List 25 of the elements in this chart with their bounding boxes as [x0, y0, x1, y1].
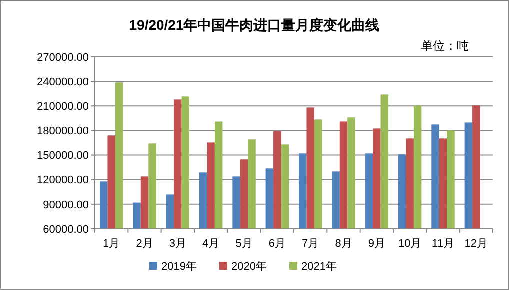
x-tick-label: 12月: [464, 238, 488, 250]
y-tick-label: 120000.00: [37, 174, 89, 187]
y-tick-label: 210000.00: [37, 100, 89, 113]
x-tick-label: 2月: [136, 238, 154, 250]
legend-label: 2020年: [232, 261, 267, 273]
x-tick-label: 4月: [202, 238, 220, 250]
y-tick-label: 240000.00: [37, 76, 89, 88]
x-tick-label: 8月: [335, 238, 352, 250]
y-tick-label: 180000.00: [37, 126, 89, 138]
x-tick-label: 10月: [398, 238, 422, 250]
x-tick-label: 5月: [236, 238, 253, 250]
legend-label: 2019年: [162, 261, 197, 273]
chart-title: 19/20/21年中国牛肉进口量月度变化曲线: [129, 17, 380, 33]
x-tick-label: 9月: [368, 238, 386, 250]
x-tick-label: 11月: [432, 238, 454, 250]
text: 单位：吨: [421, 39, 469, 53]
y-tick-label: 60000.00: [43, 224, 89, 236]
y-tick-label: 90000.00: [43, 199, 89, 212]
legend-label: 2021年: [302, 261, 337, 273]
x-tick-label: 6月: [268, 238, 286, 250]
y-tick-label: 270000.00: [37, 52, 89, 64]
x-tick-label: 1月: [103, 238, 120, 250]
y-tick-label: 150000.00: [37, 150, 89, 162]
x-tick-label: 7月: [302, 238, 320, 250]
x-tick-label: 3月: [169, 238, 186, 250]
